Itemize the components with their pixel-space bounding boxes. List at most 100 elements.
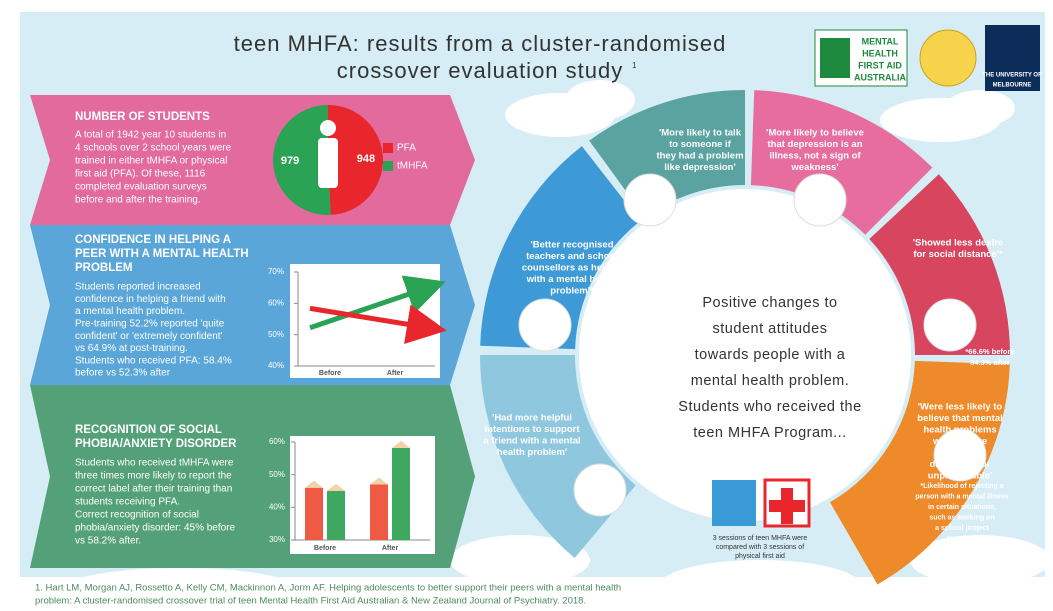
segment-note: *66.6% before — [965, 347, 1014, 356]
section-body: students receiving PFA. — [75, 497, 180, 508]
section-body: Students reported increased — [75, 282, 201, 293]
bottom-note: 3 sessions of teen MHFA were — [713, 535, 808, 542]
section-body: correct label after their training than — [75, 484, 232, 495]
segment-quote: problem'* — [550, 286, 594, 297]
legend-swatch — [383, 161, 393, 171]
segment-note: such as working on — [929, 514, 994, 521]
page: {"header":{"title_line1":"teen MHFA: res… — [0, 0, 1053, 611]
section-body: A total of 1942 year 10 students in — [75, 130, 226, 141]
logo-mhfa-cross — [820, 38, 850, 78]
section-body: three times more likely to report the — [75, 471, 232, 482]
section-body: trained in either tMHFA or physical — [75, 156, 227, 167]
section-body: phobia/anxiety disorder: 45% before — [75, 523, 236, 534]
segment-quote: for social distance'* — [913, 249, 1003, 260]
section-body: Correct recognition of social — [75, 510, 199, 521]
section-heading: CONFIDENCE IN HELPING A — [75, 234, 231, 246]
segment-quote: someone — [939, 448, 981, 459]
section-body: confident' or 'extremely confident' — [75, 331, 223, 342]
title-line: teen MHFA: results from a cluster-random… — [234, 31, 727, 56]
icon-circle — [574, 464, 626, 516]
segment-note: in certain situations, — [928, 504, 996, 511]
section-heading: RECOGNITION OF SOCIAL — [75, 424, 222, 436]
y-tick-label: 30% — [269, 535, 285, 544]
y-tick-label: 60% — [268, 298, 284, 307]
segment-quote: they had a problem — [656, 151, 743, 162]
y-tick-label: 40% — [269, 502, 285, 511]
citation: 1. Hart LM, Morgan AJ, Rossetto A, Kelly… — [35, 583, 621, 594]
pie-label: 979 — [281, 155, 299, 167]
logo-melbourne — [985, 25, 1040, 91]
bottom-note: physical first aid — [735, 553, 785, 560]
logo-text: THE UNIVERSITY OF — [982, 73, 1042, 79]
y-tick-label: 40% — [268, 361, 284, 370]
segment-quote: unpredictable' — [928, 471, 993, 482]
section-body: confidence in helping a friend with — [75, 294, 226, 305]
section-body: before and after the training. — [75, 195, 201, 206]
logo-text: AUSTRALIA — [854, 72, 906, 82]
segment-quote: health problem' — [497, 447, 567, 458]
segment-quote: would make — [932, 436, 987, 447]
section-body: before vs 52.3% after — [75, 368, 171, 379]
segment-quote: counsellors as helpful — [522, 263, 622, 274]
icon-circle — [624, 174, 676, 226]
chart-bg — [290, 264, 440, 378]
center-text: mental health problem. — [691, 373, 850, 389]
x-tick-label: After — [387, 370, 404, 377]
logo-text: MENTAL — [862, 36, 899, 46]
center-text: towards people with a — [695, 347, 846, 363]
person-head — [320, 120, 336, 136]
icon-circle — [924, 299, 976, 351]
segment-quote: 'Better recognised — [530, 240, 613, 251]
section-body: first aid (PFA). Of these, 1116 — [75, 169, 206, 180]
section-heading: PHOBIA/ANXIETY DISORDER — [75, 438, 237, 450]
legend-label: PFA — [397, 143, 416, 154]
section-body: Pre-training 52.2% reported 'quite — [75, 319, 225, 330]
section-body: a mental health problem. — [75, 306, 185, 317]
segment-quote: to someone if — [669, 139, 732, 150]
logo-text: HEALTH — [862, 48, 898, 58]
segment-quote: teachers and school — [526, 251, 618, 262]
center-text: Students who received the — [678, 399, 861, 415]
section-body: Students who received tMHFA were — [75, 458, 234, 469]
logo-teen — [712, 480, 756, 526]
center-text: teen MHFA Program... — [693, 425, 846, 441]
segment-quote: dangerous or — [930, 459, 991, 470]
section-body: completed evaluation surveys — [75, 182, 207, 193]
y-tick-label: 70% — [268, 267, 284, 276]
section-heading: NUMBER OF STUDENTS — [75, 111, 210, 123]
person-body — [318, 138, 338, 188]
logo-text: FIRST AID — [858, 60, 902, 70]
segment-quote: believe that mental — [917, 413, 1003, 424]
section-body: vs 64.9% at post-training. — [75, 343, 188, 354]
segment-quote: that depression is an — [767, 139, 862, 150]
section-body: vs 58.2% after. — [75, 536, 141, 547]
bottom-note: compared with 3 sessions of — [716, 544, 804, 551]
segment-quote: with a mental health — [526, 274, 618, 285]
section-body: Students who received PFA: 58.4% — [75, 355, 232, 366]
segment-quote: 'Showed less desire — [913, 238, 1003, 249]
title-line: crossover evaluation study — [337, 58, 623, 83]
pencil-bar — [370, 484, 388, 540]
x-tick-label: Before — [319, 370, 341, 377]
segment-quote: 'More likely to talk — [659, 128, 742, 139]
segment-quote: 'Had more helpful — [492, 413, 572, 424]
center-text: student attitudes — [713, 321, 828, 337]
segment-quote: 'Were less likely to — [918, 402, 1003, 413]
segment-quote: a friend with a mental — [483, 436, 580, 447]
citation: problem: A cluster-randomised crossover … — [35, 596, 586, 607]
section-body: 4 schools over 2 school years were — [75, 143, 232, 154]
section-heading: PROBLEM — [75, 262, 133, 274]
pencil-bar — [327, 491, 345, 540]
segment-quote: intentions to support — [485, 424, 581, 435]
x-tick-label: After — [382, 545, 399, 552]
section-heading: PEER WITH A MENTAL HEALTH — [75, 248, 249, 260]
segment-note: 84.3% after — [970, 358, 1010, 367]
icon-circle — [794, 174, 846, 226]
center-text: Positive changes to — [702, 295, 837, 311]
icon-circle — [519, 299, 571, 351]
title-superscript: 1 — [632, 61, 637, 70]
segment-note: together. — [947, 535, 977, 542]
logo-rotary — [920, 30, 976, 86]
y-tick-label: 50% — [269, 470, 285, 479]
pie-label: 948 — [357, 153, 375, 165]
